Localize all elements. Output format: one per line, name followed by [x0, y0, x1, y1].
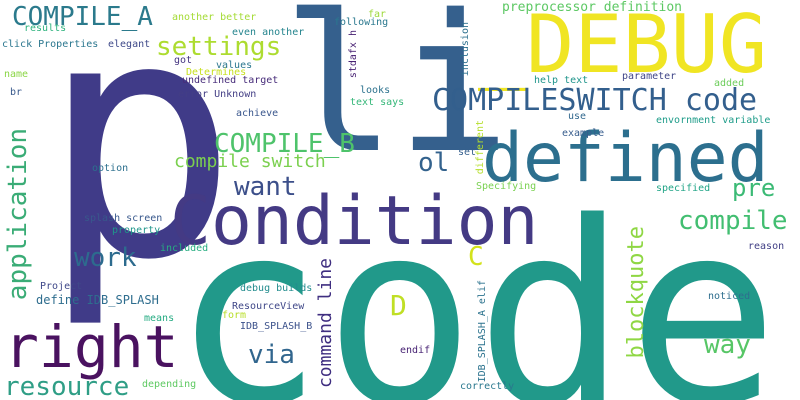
word-resource: resource	[4, 372, 130, 400]
word-splash-screen: splash screen	[84, 213, 163, 224]
word-parameter: parameter	[622, 71, 677, 82]
word-pre: pre	[732, 174, 776, 202]
word-c: C	[468, 242, 484, 272]
word-preprocessor-definition: preprocessor definition	[502, 0, 683, 15]
word-debug-builds: debug builds	[240, 283, 313, 294]
word-compile-switch: compile switch	[174, 151, 326, 172]
word-name: name	[4, 69, 29, 80]
word-application: application	[3, 128, 33, 301]
word-li: li	[282, 0, 511, 195]
word-work: work	[74, 243, 137, 273]
word-undefined-target: undefined target	[182, 75, 279, 86]
word-determines: Determines	[186, 67, 247, 78]
word-added: added	[714, 78, 745, 89]
word-code: code	[172, 169, 779, 400]
word-compile: compile	[678, 206, 788, 236]
word-define-idb-splash: define IDB_SPLASH	[36, 293, 159, 307]
word-idb-splash-b: IDB_SPLASH_B	[240, 321, 313, 332]
word-endif: endif	[400, 345, 431, 356]
word-click-properties: click Properties	[2, 39, 99, 50]
word-specified: specified	[656, 183, 711, 194]
word-different: different	[475, 120, 486, 175]
word-stdafx-h: stdafx h	[348, 30, 359, 79]
word-command-line: command line	[315, 258, 336, 389]
word-set: set	[458, 147, 477, 158]
word-help-text: help text	[534, 75, 589, 86]
word-right: right	[4, 313, 179, 381]
word-via: via	[248, 340, 295, 370]
word-resourceview: ResourceView	[232, 301, 305, 312]
word-far: far	[368, 9, 387, 20]
word-got: got	[174, 55, 193, 66]
word-condition: Condition	[170, 182, 539, 261]
word-compile-b: COMPILE_B	[214, 129, 355, 159]
word-way: way	[704, 330, 751, 360]
word-p: p	[40, 0, 239, 332]
word-want: want	[234, 172, 297, 202]
word-means: means	[144, 313, 175, 324]
word-ol: ol	[418, 148, 450, 178]
word-compileswitch-code: COMPILESWITCH code	[432, 83, 758, 118]
word-inclusion: inclusion	[460, 22, 471, 77]
word-values: values	[216, 60, 253, 71]
word-settings: settings	[156, 32, 282, 62]
word-looks: looks	[360, 85, 391, 96]
word-results: results	[24, 23, 67, 34]
word-even-another: even another	[232, 27, 305, 38]
word-noticed: noticed	[708, 291, 751, 302]
word-following: following	[334, 17, 389, 28]
word-depending: depending	[142, 379, 197, 390]
word-idb-splash-a-elif: IDB_SPLASH_A elif	[477, 280, 488, 383]
word-defined: defined	[482, 119, 769, 198]
word-project: Project	[40, 281, 83, 292]
word-form: form	[222, 310, 247, 321]
word-blockquote: blockquote	[624, 226, 649, 359]
word-correctly: correctly	[460, 381, 515, 392]
word-use: use	[568, 111, 587, 122]
word-br: br	[10, 87, 23, 98]
word-compile-a: COMPILE_A	[12, 2, 153, 32]
word-another-better: another better	[172, 12, 257, 23]
word-debug: _DEBUG	[478, 0, 767, 91]
word-property: property	[112, 225, 161, 236]
word-envornment-variable: envornment variable	[656, 115, 771, 126]
word-example: example	[562, 128, 605, 139]
word-reason: reason	[748, 241, 785, 252]
word-d: D	[390, 289, 407, 322]
word-specifying: Specifying	[476, 181, 537, 192]
word-error-unknown: error Unknown	[178, 89, 257, 100]
word-included: included	[160, 243, 209, 254]
word-text-says: text says	[350, 97, 405, 108]
word-achieve: achieve	[236, 108, 279, 119]
word-option: option	[92, 163, 129, 174]
word-elegant: elegant	[108, 39, 151, 50]
